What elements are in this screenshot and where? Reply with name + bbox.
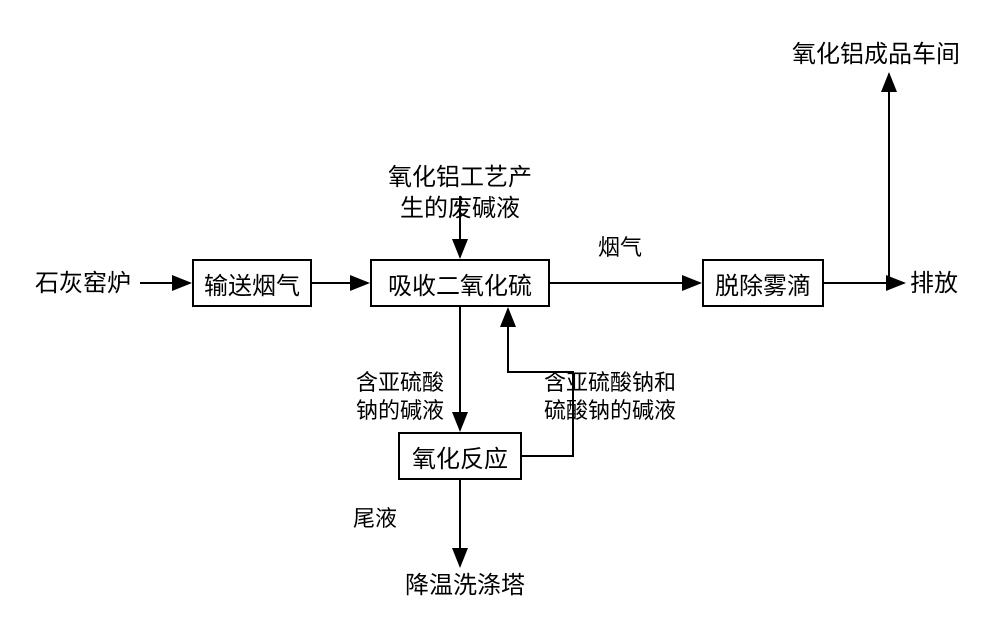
label-alumina-shop: 氧化铝成品车间 (792, 39, 992, 70)
node-oxidation-label: 氧化反应 (412, 439, 508, 474)
label-emit: 排放 (910, 268, 990, 299)
node-transport-label: 输送烟气 (204, 266, 300, 301)
node-absorb-label: 吸收二氧化硫 (388, 266, 532, 301)
node-absorb: 吸收二氧化硫 (370, 259, 550, 307)
node-transport: 输送烟气 (192, 259, 312, 307)
label-tail-liquid: 尾液 (345, 505, 405, 534)
node-demist: 脱除雾滴 (702, 259, 824, 307)
label-mixed-alkali: 含亚硫酸钠和 硫酸钠的碱液 (530, 340, 690, 426)
node-demist-label: 脱除雾滴 (715, 266, 811, 301)
label-sulfite-alkali: 含亚硫酸 钠的碱液 (345, 340, 455, 426)
label-waste-alkali: 氧化铝工艺产 生的废碱液 (370, 131, 550, 225)
label-limekiln: 石灰窑炉 (35, 268, 165, 299)
label-cooling-tower: 降温洗涤塔 (395, 570, 535, 601)
flow-arrows (0, 0, 1000, 633)
label-fluegas: 烟气 (590, 234, 650, 263)
node-oxidation: 氧化反应 (398, 432, 522, 480)
